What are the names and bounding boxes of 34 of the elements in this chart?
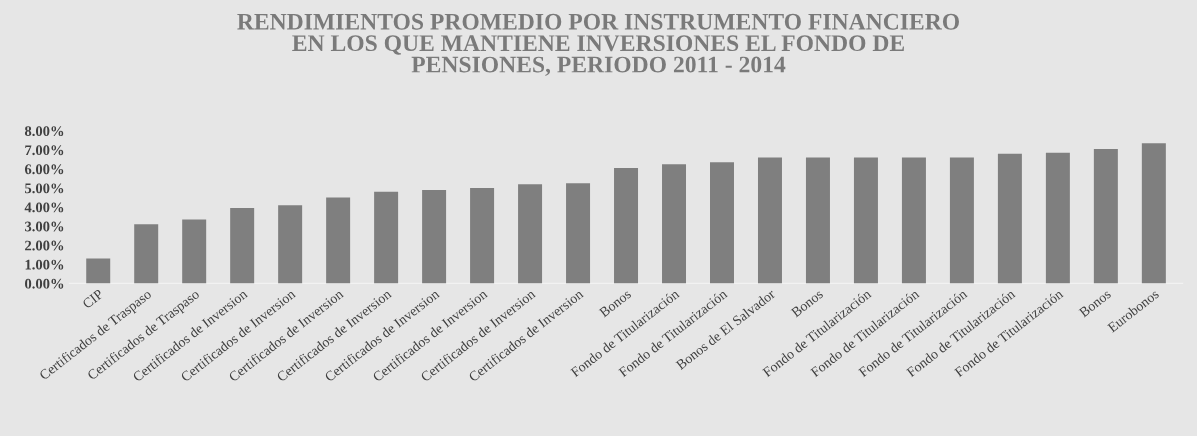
bar <box>805 157 830 284</box>
bar <box>518 184 543 284</box>
bar <box>710 162 734 284</box>
bar <box>997 153 1022 284</box>
y-tick-label: 8.00% <box>24 126 64 137</box>
bar <box>662 164 687 284</box>
y-tick-label: 0.00% <box>25 278 64 289</box>
x-tick-label: CIP <box>81 288 104 309</box>
bar <box>470 188 495 284</box>
bar <box>278 205 303 284</box>
bar <box>901 157 926 284</box>
bar <box>326 197 351 284</box>
bar <box>374 191 399 284</box>
chart-title: RENDIMIENTOS PROMEDIO POR INSTRUMENTO FINANCIERO EN LOS QUE MANTIENE INVERSIONES EL FONDO DE PENSIONES, PERIODO 2011 - 2014 <box>237 13 959 76</box>
bar <box>182 219 207 284</box>
y-tick-label: 5.00% <box>25 183 64 194</box>
bar <box>422 189 447 284</box>
bar <box>614 168 639 284</box>
y-tick-label: 3.00% <box>25 221 64 232</box>
bar <box>1045 152 1070 284</box>
bar <box>230 208 255 284</box>
y-tick-label: 1.00% <box>25 259 64 270</box>
bar <box>134 224 159 284</box>
bar <box>1093 148 1118 284</box>
y-tick-label: 4.00% <box>24 202 64 213</box>
bar <box>86 258 111 284</box>
y-tick-label: 2.00% <box>25 240 64 251</box>
bar <box>1141 143 1166 284</box>
y-tick-label: 7.00% <box>25 145 64 156</box>
bar <box>757 157 782 284</box>
y-tick-label: 6.00% <box>24 164 64 175</box>
bar <box>949 157 974 284</box>
bar <box>853 157 878 284</box>
bar <box>566 183 591 284</box>
